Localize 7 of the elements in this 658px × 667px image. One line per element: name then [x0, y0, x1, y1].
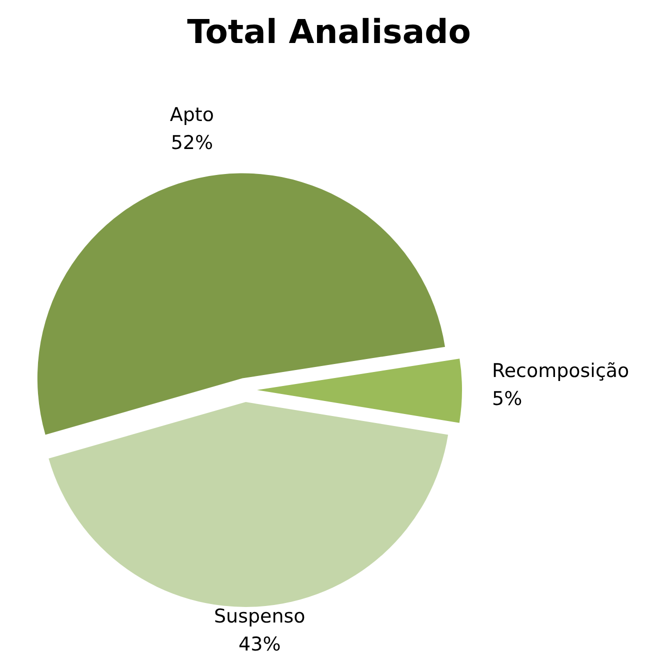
data-label: 5% — [492, 388, 522, 410]
slice-label: Recomposição — [492, 360, 630, 382]
chart-title: Total Analisado — [186, 12, 472, 51]
data-label: 52% — [170, 132, 214, 154]
slice-label: Suspenso — [214, 606, 306, 628]
slice-label: Apto — [170, 104, 214, 126]
data-label: 43% — [238, 634, 281, 656]
